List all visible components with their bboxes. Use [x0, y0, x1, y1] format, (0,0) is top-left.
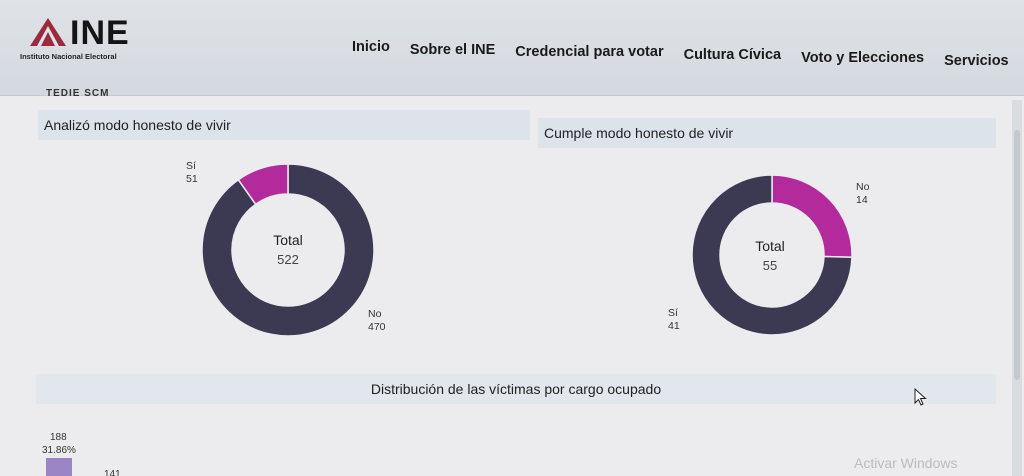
donut-slice-no[interactable]	[201, 163, 375, 337]
right-panel-title: Cumple modo honesto de vivir	[538, 118, 996, 148]
main-nav: Inicio Sobre el INE Credencial para vota…	[352, 36, 1024, 69]
right-label-si-value: 41	[668, 320, 680, 332]
bar-2-count: 141	[104, 469, 121, 476]
bar-1-count: 188	[50, 432, 67, 443]
ine-logo-icon	[30, 18, 66, 46]
left-panel-title: Analizó modo honesto de vivir	[38, 110, 530, 140]
top-navigation-bar: INE Instituto Nacional Electoral Inicio …	[0, 0, 1024, 96]
left-label-si: Sí 51	[186, 160, 198, 186]
nav-voto-y-elecciones[interactable]: Voto y Elecciones	[801, 50, 925, 66]
donut-slice-si[interactable]	[237, 163, 289, 206]
right-label-si-name: Sí	[668, 307, 678, 319]
left-donut-chart[interactable]	[200, 162, 376, 338]
nav-servicios[interactable]: Servicios	[944, 53, 1009, 69]
right-label-no-name: No	[856, 181, 870, 193]
left-label-si-value: 51	[186, 173, 198, 185]
scrollbar-thumb[interactable]	[1014, 130, 1020, 380]
ine-logo[interactable]: INE Instituto Nacional Electoral	[20, 14, 170, 64]
left-center-value: 522	[277, 252, 299, 267]
page-scrollbar[interactable]	[1012, 100, 1022, 476]
nav-credencial-para-votar[interactable]: Credencial para votar	[515, 44, 664, 60]
right-donut-chart[interactable]	[690, 173, 854, 337]
nav-cultura-civica[interactable]: Cultura Cívica	[683, 47, 782, 63]
nav-inicio[interactable]: Inicio	[352, 39, 390, 55]
left-center-title: Total	[273, 232, 303, 248]
nav-sobre-el-ine[interactable]: Sobre el INE	[409, 42, 496, 58]
left-label-no-value: 470	[368, 321, 386, 333]
right-label-no: No 14	[856, 181, 869, 207]
cutoff-section-label: TEDIE SCM	[46, 88, 110, 96]
logo-subtitle: Instituto Nacional Electoral	[20, 52, 117, 61]
right-center-value: 55	[762, 258, 778, 273]
right-center-title: Total	[755, 238, 785, 254]
right-label-no-value: 14	[856, 194, 868, 206]
left-label-no: No 470	[368, 308, 386, 334]
donut-slice-si[interactable]	[691, 174, 853, 336]
right-label-si: Sí 41	[668, 307, 680, 333]
bar-1-percent: 31.86%	[42, 445, 76, 456]
bar-1[interactable]	[46, 458, 72, 476]
mouse-cursor-icon	[914, 388, 927, 406]
activate-windows-watermark: Activar Windows	[854, 455, 958, 471]
logo-text: INE	[70, 14, 130, 52]
left-label-si-name: Sí	[186, 160, 196, 172]
distribution-title: Distribución de las víctimas por cargo o…	[36, 374, 996, 404]
left-label-no-name: No	[368, 308, 382, 320]
